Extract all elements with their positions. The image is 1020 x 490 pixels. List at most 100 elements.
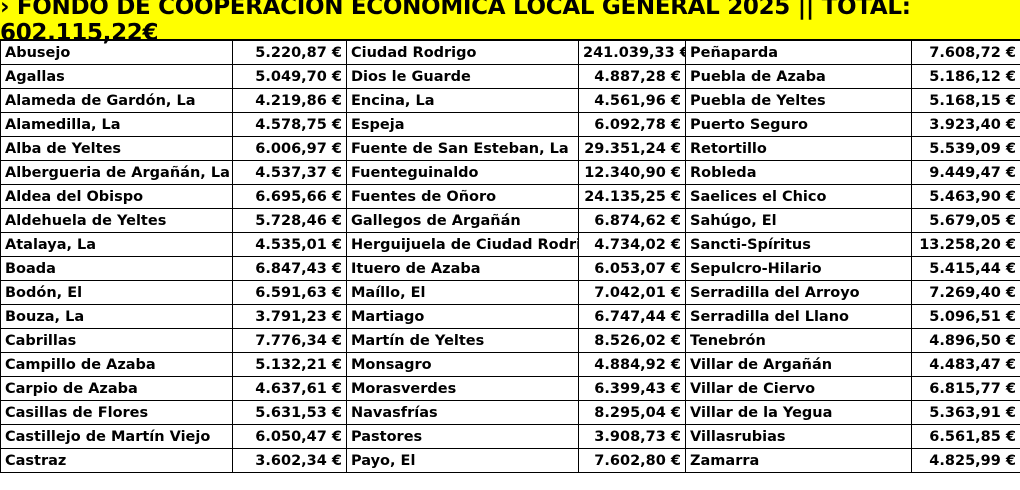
fund-amount: 7.776,34 €	[232, 328, 347, 353]
table-row: Abusejo 5.220,87 € Ciudad Rodrigo 241.039,3…	[0, 40, 1020, 65]
municipality-name: Serradilla del Llano	[685, 304, 912, 329]
municipality-name: Herguijuela de Ciudad Rodrigo	[346, 232, 579, 257]
fund-amount: 29.351,24 €	[578, 136, 686, 161]
fund-amount: 7.608,72 €	[911, 40, 1020, 65]
municipality-name: Cabrillas	[0, 328, 233, 353]
fund-amount: 6.006,97 €	[232, 136, 347, 161]
municipality-name: Alamedilla, La	[0, 112, 233, 137]
municipality-name: Campillo de Azaba	[0, 352, 233, 377]
municipality-name: Robleda	[685, 160, 912, 185]
fund-amount: 5.049,70 €	[232, 64, 347, 89]
fund-amount: 6.695,66 €	[232, 184, 347, 209]
fund-amount: 4.896,50 €	[911, 328, 1020, 353]
fund-amount: 5.132,21 €	[232, 352, 347, 377]
municipality-name: Martín de Yeltes	[346, 328, 579, 353]
municipality-name: Fuenteguinaldo	[346, 160, 579, 185]
municipality-name: Sancti-Spíritus	[685, 232, 912, 257]
municipality-name: Agallas	[0, 64, 233, 89]
municipality-name: Monsagro	[346, 352, 579, 377]
fund-amount: 5.186,12 €	[911, 64, 1020, 89]
fund-amount: 3.791,23 €	[232, 304, 347, 329]
municipality-name: Alameda de Gardón, La	[0, 88, 233, 113]
municipality-name: Bodón, El	[0, 280, 233, 305]
fund-amount: 6.874,62 €	[578, 208, 686, 233]
fund-amount: 6.561,85 €	[911, 424, 1020, 449]
fund-amount: 5.096,51 €	[911, 304, 1020, 329]
municipality-name: Castraz	[0, 448, 233, 473]
municipality-name: Villar de Ciervo	[685, 376, 912, 401]
municipality-name: Sahúgo, El	[685, 208, 912, 233]
municipality-name: Castillejo de Martín Viejo	[0, 424, 233, 449]
fund-amount: 5.539,09 €	[911, 136, 1020, 161]
municipality-name: Serradilla del Arroyo	[685, 280, 912, 305]
fund-amount: 8.526,02 €	[578, 328, 686, 353]
table-row: Castraz 3.602,34 € Payo, El 7.602,80 € Zamar…	[0, 448, 1020, 473]
fund-amount: 5.415,44 €	[911, 256, 1020, 281]
fund-amount: 4.535,01 €	[232, 232, 347, 257]
fund-amount: 7.042,01 €	[578, 280, 686, 305]
table-row: Bouza, La 3.791,23 € Martiago 6.747,44 € Ser…	[0, 304, 1020, 329]
municipality-name: Pastores	[346, 424, 579, 449]
municipality-name: Saelices el Chico	[685, 184, 912, 209]
fund-amount: 6.050,47 €	[232, 424, 347, 449]
table-row: Boada 6.847,43 € Ituero de Azaba 6.053,07 €…	[0, 256, 1020, 281]
municipality-name: Bouza, La	[0, 304, 233, 329]
table-row: Aldea del Obispo 6.695,66 € Fuentes de Oño…	[0, 184, 1020, 209]
municipality-name: Albergueria de Argañán, La	[0, 160, 233, 185]
municipality-name: Morasverdes	[346, 376, 579, 401]
fund-amount: 5.168,15 €	[911, 88, 1020, 113]
municipality-name: Atalaya, La	[0, 232, 233, 257]
municipality-name: Payo, El	[346, 448, 579, 473]
fund-amount: 7.602,80 €	[578, 448, 686, 473]
municipality-name: Encina, La	[346, 88, 579, 113]
fund-amount: 6.815,77 €	[911, 376, 1020, 401]
table-row: Aldehuela de Yeltes 5.728,46 € Gallegos de…	[0, 208, 1020, 233]
fund-amount: 4.887,28 €	[578, 64, 686, 89]
fund-amount: 4.637,61 €	[232, 376, 347, 401]
fund-amount: 4.537,37 €	[232, 160, 347, 185]
table-row: Cabrillas 7.776,34 € Martín de Yeltes 8.526…	[0, 328, 1020, 353]
table-row: Bodón, El 6.591,63 € Maíllo, El 7.042,01 € S…	[0, 280, 1020, 305]
page-title: › FONDO DE COOPERACIÓN ECONÓMICA LOCAL G…	[0, 0, 1020, 46]
municipality-name: Martiago	[346, 304, 579, 329]
municipality-name: Retortillo	[685, 136, 912, 161]
municipality-name: Villasrubias	[685, 424, 912, 449]
municipality-name: Maíllo, El	[346, 280, 579, 305]
municipality-name: Sepulcro-Hilario	[685, 256, 912, 281]
municipality-name: Villar de la Yegua	[685, 400, 912, 425]
fund-amount: 4.578,75 €	[232, 112, 347, 137]
fund-amount: 9.449,47 €	[911, 160, 1020, 185]
fund-amount: 24.135,25 €	[578, 184, 686, 209]
municipality-name: Puerto Seguro	[685, 112, 912, 137]
fund-amount: 6.053,07 €	[578, 256, 686, 281]
fund-amount: 6.847,43 €	[232, 256, 347, 281]
fund-amount: 5.220,87 €	[232, 40, 347, 65]
municipality-name: Abusejo	[0, 40, 233, 65]
municipality-name: Aldea del Obispo	[0, 184, 233, 209]
table-body: Abusejo 5.220,87 € Ciudad Rodrigo 241.039,3…	[0, 40, 1020, 473]
fund-amount: 13.258,20 €	[911, 232, 1020, 257]
fund-amount: 3.602,34 €	[232, 448, 347, 473]
municipalities-table: Abusejo 5.220,87 € Ciudad Rodrigo 241.039,3…	[0, 40, 1020, 473]
fund-amount: 5.463,90 €	[911, 184, 1020, 209]
municipality-name: Tenebrón	[685, 328, 912, 353]
fund-amount: 4.734,02 €	[578, 232, 686, 257]
municipality-name: Zamarra	[685, 448, 912, 473]
fund-amount: 7.269,40 €	[911, 280, 1020, 305]
fund-amount: 8.295,04 €	[578, 400, 686, 425]
municipality-name: Villar de Argañán	[685, 352, 912, 377]
municipality-name: Espeja	[346, 112, 579, 137]
table-row: Alba de Yeltes 6.006,97 € Fuente de San Es…	[0, 136, 1020, 161]
municipality-name: Dios le Guarde	[346, 64, 579, 89]
municipality-name: Ituero de Azaba	[346, 256, 579, 281]
table-row: Albergueria de Argañán, La 4.537,37 € Fuen…	[0, 160, 1020, 185]
fund-amount: 241.039,33 €	[578, 40, 686, 65]
municipality-name: Puebla de Yeltes	[685, 88, 912, 113]
municipality-name: Navasfrías	[346, 400, 579, 425]
municipality-name: Fuentes de Oñoro	[346, 184, 579, 209]
table-row: Alameda de Gardón, La 4.219,86 € Encina, L…	[0, 88, 1020, 113]
fund-amount: 6.591,63 €	[232, 280, 347, 305]
municipality-name: Fuente de San Esteban, La	[346, 136, 579, 161]
fund-amount: 5.631,53 €	[232, 400, 347, 425]
table-row: Agallas 5.049,70 € Dios le Guarde 4.887,28 …	[0, 64, 1020, 89]
